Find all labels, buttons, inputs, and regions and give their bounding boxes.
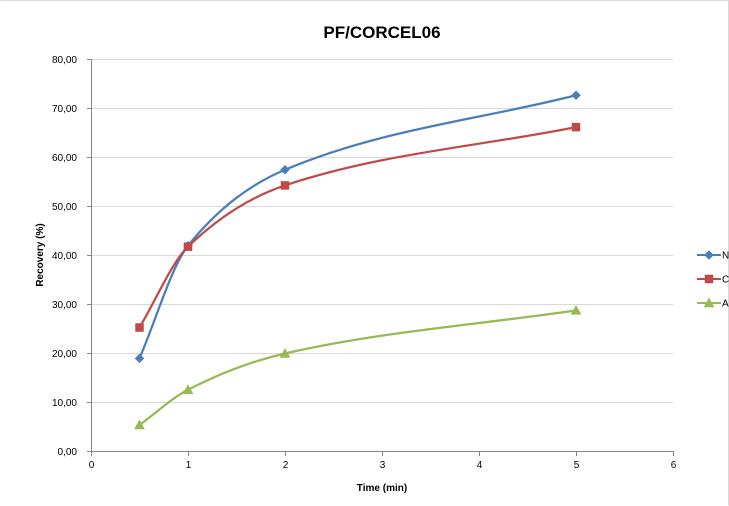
data-point-n-0 xyxy=(134,353,145,364)
legend-label-n: N xyxy=(722,251,729,262)
y-axis-title: Recovery (%) xyxy=(35,223,46,286)
x-tick-label: 1 xyxy=(186,460,192,471)
series-markers xyxy=(134,90,582,430)
axes: 0,00 10,00 20,00 30,00 40,00 50,00 60,00 70,00 8… xyxy=(52,55,677,471)
y-tick-label: 70,00 xyxy=(52,104,77,115)
data-point-n-2 xyxy=(280,164,290,175)
legend: N C A xyxy=(697,250,729,310)
chart-title: PF/CORCEL06 xyxy=(323,23,440,42)
legend-label-c: C xyxy=(722,275,729,286)
legend-marker-a xyxy=(703,297,715,308)
y-tick-label: 10,00 xyxy=(52,398,77,409)
x-tick-label: 0 xyxy=(89,460,95,471)
data-point-c-1 xyxy=(183,242,193,251)
data-point-c-0 xyxy=(135,323,144,332)
legend-marker-c xyxy=(704,274,714,284)
y-tick-label: 80,00 xyxy=(52,55,77,66)
x-tick-label: 6 xyxy=(671,460,677,471)
y-tick-label: 40,00 xyxy=(52,251,77,262)
series-line-a xyxy=(138,309,578,427)
x-axis-title: Time (min) xyxy=(357,483,407,494)
x-tick-label: 3 xyxy=(380,460,386,471)
legend-label-a: A xyxy=(722,299,729,310)
x-tick-label: 4 xyxy=(477,460,483,471)
legend-marker-n xyxy=(704,250,714,260)
x-tick-label: 2 xyxy=(283,460,289,471)
y-tick-label: 20,00 xyxy=(52,349,77,360)
data-point-a-2 xyxy=(279,347,291,358)
series-line-n xyxy=(138,94,578,360)
data-point-c-3 xyxy=(571,122,581,132)
series-lines xyxy=(138,94,578,427)
data-point-a-1 xyxy=(182,384,194,394)
y-tick-label: 30,00 xyxy=(52,300,77,311)
data-point-c-2 xyxy=(280,181,290,190)
y-tick-label: 60,00 xyxy=(52,153,77,164)
data-point-a-3 xyxy=(570,304,582,315)
series-line-c xyxy=(138,125,578,329)
data-point-a-0 xyxy=(134,419,145,430)
y-tick-label: 0,00 xyxy=(58,447,78,458)
gridlines xyxy=(91,59,673,403)
x-tick-label: 5 xyxy=(574,460,580,471)
data-point-n-3 xyxy=(571,90,581,101)
y-tick-label: 50,00 xyxy=(52,202,77,213)
